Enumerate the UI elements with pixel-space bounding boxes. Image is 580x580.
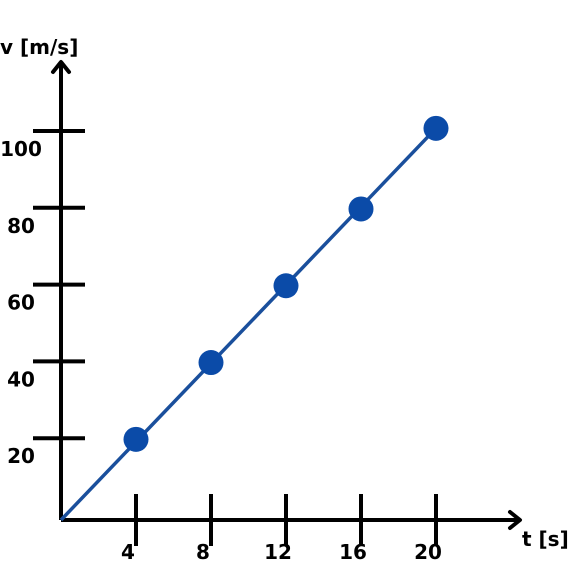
tick-labels: 4 8 12 16 20 20 40 60 80 100 [0, 137, 442, 564]
data-point [198, 350, 224, 376]
x-tick-label: 12 [264, 540, 292, 564]
y-tick-label: 40 [7, 367, 35, 391]
y-axis-title: v [m/s] [0, 35, 78, 59]
data-point [348, 196, 374, 222]
x-tick-label: 4 [121, 540, 135, 564]
x-tick-label: 20 [414, 540, 442, 564]
x-axis-arrow [508, 510, 522, 530]
markers [123, 115, 449, 452]
y-tick-label: 80 [7, 214, 35, 238]
series-line [59, 127, 438, 522]
x-axis-title: t [s] [522, 527, 569, 551]
ticks [33, 129, 438, 546]
x-tick-label: 16 [339, 540, 367, 564]
y-axis-arrow [51, 60, 71, 74]
y-tick-label: 20 [7, 444, 35, 468]
x-tick-label: 8 [196, 540, 210, 564]
y-tick-label: 100 [0, 137, 42, 161]
series [59, 127, 438, 522]
y-tick-label: 60 [7, 291, 35, 315]
data-point [123, 426, 149, 452]
data-point [423, 115, 449, 141]
data-point [273, 273, 299, 299]
